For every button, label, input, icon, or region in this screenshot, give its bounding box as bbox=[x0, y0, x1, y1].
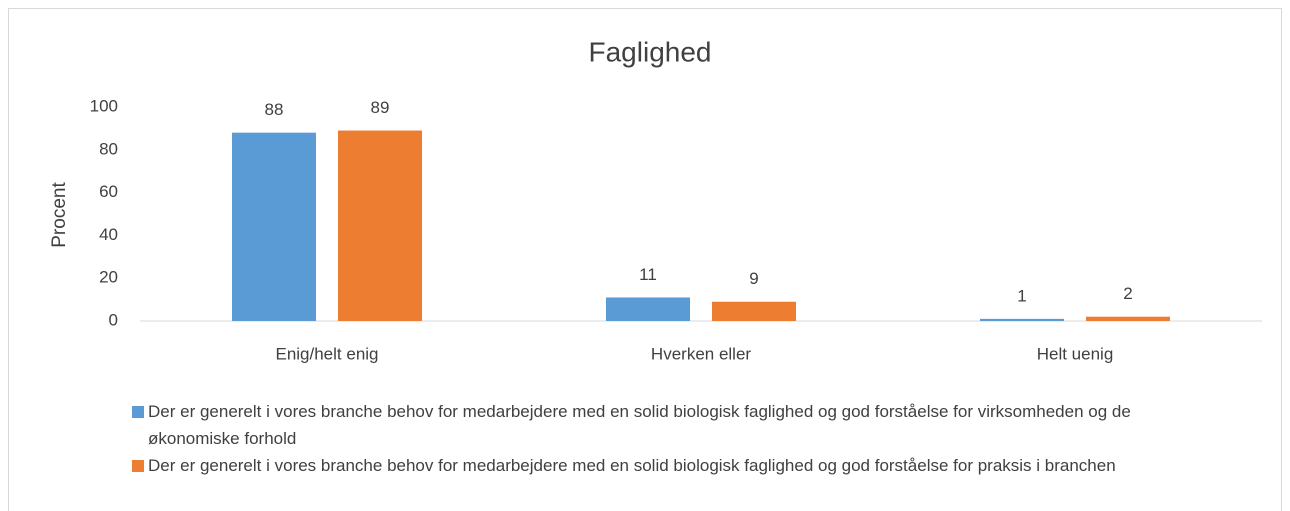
bar bbox=[1086, 316, 1170, 321]
legend-item: Der er generelt i vores branche behov fo… bbox=[130, 452, 1210, 479]
chart-border bbox=[8, 8, 1282, 511]
y-tick-label: 20 bbox=[99, 268, 118, 287]
data-label: 88 bbox=[265, 100, 284, 119]
bar bbox=[606, 297, 690, 321]
data-label: 89 bbox=[371, 98, 390, 117]
y-tick-label: 0 bbox=[109, 310, 118, 329]
y-tick-label: 60 bbox=[99, 182, 118, 201]
bar bbox=[712, 301, 796, 321]
bar bbox=[232, 132, 316, 321]
x-tick-label: Hverken eller bbox=[651, 344, 751, 363]
x-tick-label: Enig/helt enig bbox=[275, 344, 378, 363]
y-axis-label: Procent bbox=[49, 182, 70, 248]
data-label: 9 bbox=[749, 269, 758, 288]
data-label: 11 bbox=[639, 265, 657, 284]
chart-title: Faglighed bbox=[589, 36, 712, 67]
legend-swatch bbox=[132, 406, 144, 418]
y-tick-label: 80 bbox=[99, 139, 118, 158]
legend: Der er generelt i vores branche behov fo… bbox=[130, 398, 1210, 479]
bar bbox=[338, 130, 422, 321]
legend-swatch bbox=[132, 460, 144, 472]
data-label: 1 bbox=[1017, 286, 1026, 305]
legend-item: Der er generelt i vores branche behov fo… bbox=[130, 398, 1210, 452]
y-tick-label: 40 bbox=[99, 225, 118, 244]
data-label: 2 bbox=[1123, 284, 1132, 303]
y-tick-label: 100 bbox=[90, 96, 118, 115]
legend-label: Der er generelt i vores branche behov fo… bbox=[148, 456, 1116, 475]
x-tick-label: Helt uenig bbox=[1037, 344, 1114, 363]
bar bbox=[980, 318, 1064, 321]
legend-label: Der er generelt i vores branche behov fo… bbox=[148, 402, 1131, 448]
